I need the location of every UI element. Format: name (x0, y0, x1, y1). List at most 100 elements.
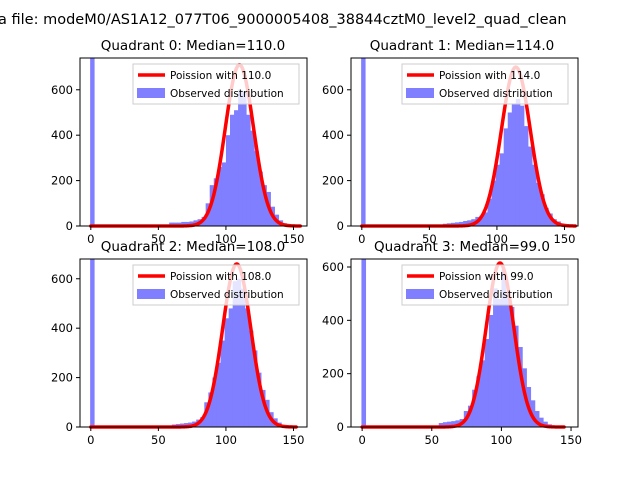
histogram-bar (523, 126, 529, 226)
histogram-bar (252, 350, 258, 427)
histogram-bar (236, 278, 242, 427)
histogram-bar (472, 389, 477, 427)
x-tick-label: 0 (358, 433, 365, 447)
histogram-bar (442, 422, 448, 427)
y-tick-label: 200 (51, 371, 73, 385)
histogram-bar (248, 330, 254, 427)
panel-title: Quadrant 2: Median=108.0 (101, 239, 285, 255)
x-tick-label: 150 (560, 433, 582, 447)
legend: Poission with 108.0 Observed distributio… (132, 264, 300, 306)
histogram-bar (518, 347, 523, 427)
x-tick-label: 0 (87, 232, 94, 246)
x-tick-label: 50 (151, 232, 166, 246)
histogram-bar (262, 185, 267, 226)
histogram-bar (229, 114, 235, 226)
legend: Poission with 99.0 Observed distribution (401, 264, 569, 306)
x-tick-label: 50 (424, 433, 439, 447)
histogram-bar (476, 376, 481, 427)
legend-observed-label: Observed distribution (170, 289, 284, 301)
histogram-bar (217, 166, 223, 226)
histogram-bar (467, 405, 473, 427)
legend-fit-label: Poission with 114.0 (439, 70, 540, 82)
histogram-bar (540, 194, 545, 226)
plot-area: 0 50 100 150 0 200 400 600 (322, 258, 582, 447)
legend-observed-label: Observed distribution (439, 289, 553, 301)
histogram-bar (459, 221, 464, 226)
x-tick-label: 150 (554, 232, 576, 246)
histogram-bar (495, 164, 501, 226)
y-tick-label: 400 (322, 128, 344, 142)
histogram-bar (543, 421, 548, 427)
histogram-bar (258, 171, 263, 226)
histogram-bar (455, 222, 460, 226)
legend-observed-label: Observed distribution (439, 88, 553, 100)
histogram-bar (505, 293, 511, 427)
histogram-bar (220, 340, 225, 427)
x-tick-label: 0 (358, 232, 365, 246)
x-tick-label: 100 (490, 433, 512, 447)
panel-title: Quadrant 0: Median=110.0 (101, 38, 285, 54)
histogram-bar (467, 220, 472, 226)
y-tick-label: 200 (51, 174, 73, 188)
histogram-bar (181, 221, 186, 226)
x-tick-label: 100 (215, 232, 237, 246)
axes-frame (350, 258, 579, 428)
histogram-bar (534, 411, 540, 427)
histogram-bar (221, 162, 227, 226)
histogram-bar (200, 417, 205, 427)
y-tick-label: 400 (51, 128, 73, 142)
histogram-bar (232, 281, 238, 427)
histogram-bar (488, 315, 494, 427)
histogram-bar (497, 299, 502, 427)
histogram-bar (361, 259, 367, 427)
quadrant-2-panel: Quadrant 2: Median=108.0 0 50 100 150 0 200 40… (51, 239, 308, 447)
histogram-bar (246, 114, 251, 226)
histogram-bar (503, 128, 509, 226)
panel-title: Quadrant 1: Median=114.0 (370, 38, 554, 54)
histogram-bar (528, 146, 533, 226)
x-tick-label: 150 (283, 232, 305, 246)
histogram-bar (257, 372, 262, 427)
plot-area: 0 50 100 150 0 200 400 600 (51, 57, 308, 246)
histogram-bar (519, 105, 525, 226)
legend-fit-label: Poission with 108.0 (170, 271, 271, 283)
histogram-bar (483, 212, 488, 226)
y-tick-label: 0 (66, 219, 73, 233)
y-tick-label: 400 (51, 321, 73, 335)
x-tick-label: 100 (215, 433, 237, 447)
axes-frame (79, 57, 308, 227)
legend-frame (132, 264, 300, 306)
histogram-bar (361, 58, 366, 226)
y-tick-label: 400 (322, 313, 344, 327)
legend: Poission with 110.0 Observed distributio… (132, 63, 300, 105)
axes-frame (350, 57, 579, 227)
legend: Poission with 114.0 Observed distributio… (401, 63, 569, 105)
histogram-bar (507, 112, 513, 226)
histogram-bar (463, 221, 468, 226)
histogram-bar (213, 178, 219, 226)
histogram-bar (509, 307, 515, 427)
y-tick-label: 0 (337, 219, 344, 233)
histogram-bar (244, 308, 250, 427)
histogram-bar (493, 288, 498, 427)
y-tick-label: 0 (66, 420, 73, 434)
x-tick-label: 100 (486, 232, 508, 246)
histogram-bar (480, 360, 486, 427)
histogram-bar (544, 207, 549, 226)
plot-area: 0 50 100 150 0 200 400 600 (51, 258, 308, 447)
x-tick-label: 150 (283, 433, 305, 447)
x-tick-label: 50 (151, 433, 166, 447)
histogram-bar (212, 377, 217, 427)
histogram-bar (250, 130, 255, 226)
quadrant-0-panel: Quadrant 0: Median=110.0 0 50 100 150 0 200 40… (51, 38, 308, 246)
histogram-bar (511, 103, 517, 226)
panel-title: Quadrant 3: Median=99.0 (374, 239, 550, 255)
histogram-bar (501, 269, 506, 427)
histogram-bar (90, 58, 95, 226)
x-tick-label: 0 (87, 433, 94, 447)
y-tick-label: 600 (51, 83, 73, 97)
quadrant-1-panel: Quadrant 1: Median=114.0 0 50 100 150 0 200 40… (322, 38, 579, 246)
histogram-bar (225, 135, 231, 226)
legend-fit-label: Poission with 110.0 (170, 70, 271, 82)
